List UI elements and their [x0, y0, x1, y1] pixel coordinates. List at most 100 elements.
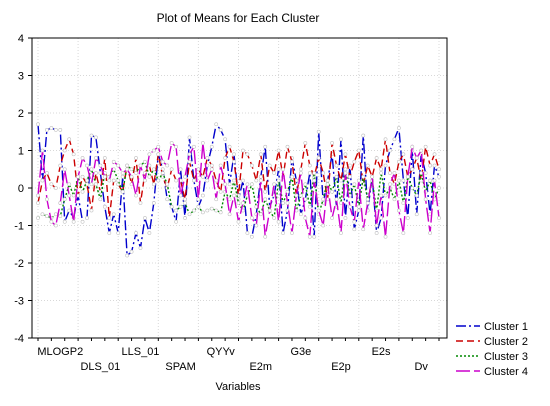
data-point-cluster-4 — [281, 167, 285, 172]
data-point-cluster-2 — [227, 144, 232, 149]
x-tick-label: E2p — [331, 361, 351, 373]
data-point-cluster-3 — [428, 178, 432, 183]
data-point-cluster-4 — [361, 227, 366, 232]
data-point-cluster-1 — [263, 144, 268, 149]
data-point-cluster-2 — [102, 156, 107, 160]
data-point-cluster-2 — [187, 159, 192, 164]
data-point-cluster-3 — [116, 178, 121, 183]
data-point-cluster-3 — [419, 171, 424, 175]
data-point-cluster-3 — [67, 182, 72, 187]
x-tick-label: E2s — [372, 346, 391, 358]
data-point-cluster-3 — [89, 167, 94, 172]
data-point-cluster-3 — [160, 171, 165, 175]
data-point-cluster-3 — [151, 167, 156, 172]
data-point-cluster-3 — [80, 189, 85, 194]
data-point-cluster-4 — [254, 223, 259, 228]
data-point-cluster-4 — [236, 219, 241, 224]
data-point-cluster-3 — [143, 159, 147, 164]
data-point-cluster-4 — [183, 174, 187, 179]
data-point-cluster-4 — [174, 144, 179, 149]
data-point-cluster-3 — [214, 208, 219, 213]
data-point-cluster-4 — [192, 144, 196, 149]
data-point-cluster-2 — [343, 152, 348, 157]
y-tick-label: 2 — [18, 108, 24, 120]
data-point-cluster-1 — [151, 201, 156, 205]
data-point-cluster-4 — [107, 178, 112, 183]
data-point-cluster-1 — [116, 231, 121, 235]
data-point-cluster-3 — [45, 214, 49, 219]
data-point-cluster-4 — [58, 201, 63, 205]
data-point-cluster-1 — [165, 197, 170, 202]
data-point-cluster-2 — [263, 189, 268, 194]
data-point-cluster-3 — [120, 189, 125, 194]
data-point-cluster-2 — [330, 141, 334, 145]
data-point-cluster-2 — [339, 178, 343, 183]
data-point-cluster-2 — [267, 163, 272, 168]
data-point-cluster-3 — [263, 197, 268, 202]
data-point-cluster-4 — [125, 167, 130, 172]
data-point-cluster-4 — [401, 231, 406, 235]
data-point-cluster-2 — [388, 171, 392, 175]
data-point-cluster-1 — [356, 208, 361, 213]
data-point-cluster-1 — [374, 231, 379, 235]
data-point-cluster-2 — [53, 186, 58, 190]
data-point-cluster-4 — [343, 171, 348, 175]
data-point-cluster-2 — [347, 174, 352, 179]
data-point-cluster-3 — [334, 174, 339, 179]
data-point-cluster-3 — [174, 208, 179, 213]
data-point-cluster-1 — [125, 253, 130, 258]
data-point-cluster-3 — [165, 182, 170, 187]
data-point-cluster-1 — [174, 219, 179, 224]
data-point-cluster-3 — [321, 197, 326, 202]
data-point-cluster-4 — [218, 163, 223, 168]
data-point-cluster-3 — [85, 178, 89, 183]
data-point-cluster-1 — [432, 163, 437, 168]
data-point-cluster-2 — [285, 144, 290, 149]
data-point-cluster-1 — [223, 137, 228, 142]
data-point-cluster-1 — [281, 231, 285, 235]
data-point-cluster-4 — [356, 178, 361, 183]
x-axis-label: Variables — [215, 381, 261, 393]
data-point-cluster-4 — [339, 231, 343, 235]
data-point-cluster-4 — [285, 201, 290, 205]
data-point-cluster-4 — [241, 201, 245, 205]
data-point-cluster-1 — [227, 182, 232, 187]
data-point-cluster-3 — [298, 193, 303, 198]
data-point-cluster-1 — [437, 174, 441, 179]
data-point-cluster-2 — [254, 178, 259, 183]
data-point-cluster-4 — [249, 216, 254, 220]
data-point-cluster-4 — [40, 148, 45, 153]
data-point-cluster-2 — [151, 182, 156, 187]
data-point-cluster-4 — [116, 163, 121, 168]
data-point-cluster-2 — [383, 137, 388, 142]
data-point-cluster-2 — [437, 167, 441, 172]
data-point-cluster-1 — [138, 246, 143, 250]
data-point-cluster-4 — [437, 216, 441, 220]
data-point-cluster-4 — [423, 197, 428, 202]
data-point-cluster-2 — [290, 159, 294, 164]
data-point-cluster-2 — [352, 159, 357, 164]
data-point-cluster-2 — [396, 159, 401, 164]
data-point-cluster-4 — [102, 174, 107, 179]
data-point-cluster-2 — [307, 163, 312, 168]
data-point-cluster-4 — [334, 197, 339, 202]
data-point-cluster-2 — [80, 174, 85, 179]
data-point-cluster-4 — [214, 197, 219, 202]
legend-label-cluster-4: Cluster 4 — [484, 366, 528, 378]
data-point-cluster-3 — [134, 171, 138, 175]
data-point-cluster-2 — [36, 201, 40, 205]
data-point-cluster-2 — [111, 178, 116, 183]
data-point-cluster-4 — [169, 141, 174, 145]
data-point-cluster-1 — [339, 137, 343, 142]
data-point-cluster-3 — [303, 182, 308, 187]
data-point-cluster-2 — [356, 148, 361, 153]
data-point-cluster-2 — [62, 148, 67, 153]
data-point-cluster-1 — [241, 178, 245, 183]
data-point-cluster-3 — [352, 182, 357, 187]
data-point-cluster-4 — [347, 204, 352, 209]
data-point-cluster-2 — [205, 156, 210, 160]
data-point-cluster-3 — [156, 178, 161, 183]
data-point-cluster-3 — [276, 178, 281, 183]
data-point-cluster-2 — [276, 148, 281, 153]
data-point-cluster-2 — [334, 163, 339, 168]
